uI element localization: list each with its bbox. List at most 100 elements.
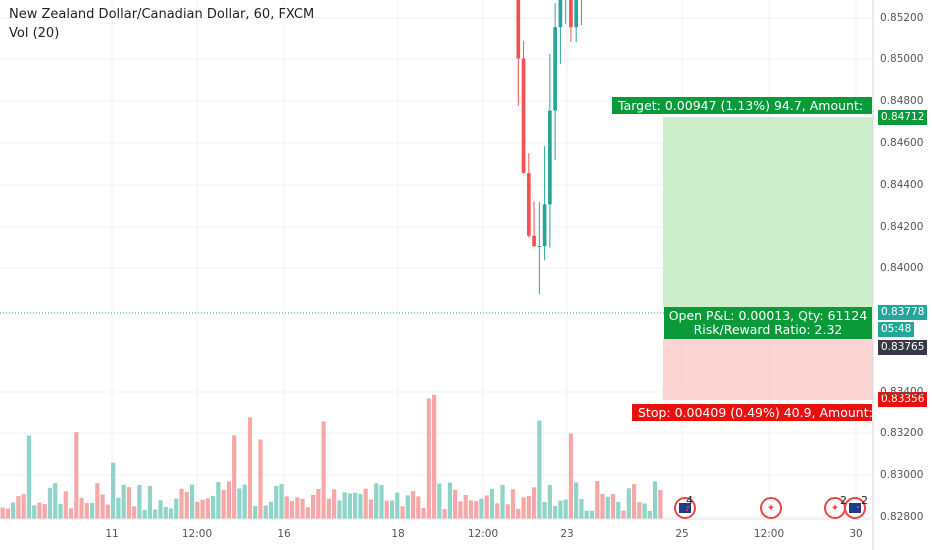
- volume-bar: [484, 495, 489, 519]
- volume-bar: [189, 484, 195, 519]
- volume-bar: [379, 485, 384, 519]
- volume-bar: [558, 500, 563, 519]
- volume-bar: [616, 501, 621, 519]
- entry-price-label: 0.83765: [878, 340, 928, 355]
- risk-reward-text: Risk/Reward Ratio: 2.32: [693, 322, 843, 337]
- price-tick: 0.83200: [880, 427, 924, 439]
- volume-bar: [374, 483, 379, 519]
- volume-bar: [589, 510, 595, 519]
- event-count-2: 2: [840, 494, 847, 507]
- volume-bar: [353, 492, 358, 519]
- price-tick: 0.84800: [880, 95, 924, 107]
- economic-event-nz-flag-icon-2[interactable]: [844, 497, 866, 519]
- volume-bar: [26, 435, 32, 519]
- stop-banner[interactable]: Stop: 0.00409 (0.49%) 40.9, Amount:: [632, 404, 872, 421]
- price-tick: 0.84200: [880, 221, 924, 233]
- volume-bar: [368, 499, 374, 519]
- volume-bar: [500, 485, 505, 519]
- volume-bar: [100, 494, 105, 519]
- volume-bar: [300, 498, 305, 519]
- volume-bar: [253, 505, 258, 519]
- volume-bar: [584, 510, 589, 519]
- open-pnl-text: Open P&L: 0.00013, Qty: 61124: [668, 308, 868, 323]
- volume-bar: [437, 483, 442, 519]
- volume-bar: [553, 505, 558, 519]
- volume-bar: [432, 394, 437, 519]
- candle-body: [532, 235, 536, 247]
- candle-body: [569, 0, 573, 28]
- volume-bar: [226, 481, 231, 519]
- volume-bar: [205, 498, 210, 519]
- candle-body: [553, 27, 557, 111]
- volume-bar: [200, 499, 205, 519]
- volume-bar: [453, 489, 458, 519]
- volume-bar: [121, 484, 126, 519]
- event-count-3: 2: [861, 494, 868, 507]
- volume-bar: [442, 509, 447, 519]
- volume-bar: [268, 501, 274, 519]
- volume-bar: [347, 493, 353, 519]
- volume-bar: [32, 505, 37, 519]
- time-tick: 25: [675, 528, 689, 540]
- candle-body: [526, 173, 531, 236]
- volume-bar: [621, 510, 626, 519]
- nz-flag-icon: [849, 503, 861, 513]
- volume-bar: [116, 497, 121, 519]
- volume-bar: [132, 506, 137, 519]
- volume-bar: [605, 496, 610, 519]
- volume-bar: [631, 484, 637, 519]
- volume-bar: [79, 497, 84, 519]
- volume-bar: [421, 508, 426, 519]
- price-tick: 0.84400: [880, 179, 924, 191]
- current-price-label: 0.83778: [878, 305, 928, 320]
- volume-indicator-label[interactable]: Vol (20): [9, 26, 60, 41]
- price-tick: 0.83400: [880, 386, 924, 398]
- volume-bar: [332, 489, 337, 519]
- volume-bar: [174, 498, 179, 519]
- volume-bar: [321, 421, 326, 519]
- stop-price-label: 0.83356: [878, 392, 928, 407]
- volume-bar: [42, 504, 47, 519]
- volume-bar: [195, 501, 200, 519]
- volume-bar: [305, 507, 310, 519]
- volume-bar: [37, 502, 42, 519]
- price-tick: 0.84600: [880, 137, 924, 149]
- volume-bar: [542, 501, 547, 519]
- volume-bar: [284, 496, 289, 519]
- volume-bar: [389, 500, 395, 519]
- candle-body: [548, 110, 552, 205]
- target-banner[interactable]: Target: 0.00947 (1.13%) 94.7, Amount:: [612, 97, 872, 114]
- open-pnl-panel[interactable]: Open P&L: 0.00013, Qty: 61124 Risk/Rewar…: [664, 307, 872, 339]
- volume-bar: [563, 499, 568, 519]
- economic-event-ca-flag-icon[interactable]: ✦: [760, 497, 782, 519]
- volume-bar: [68, 508, 74, 519]
- volume-bar: [574, 482, 579, 519]
- volume-bar: [610, 494, 616, 519]
- volume-bar: [479, 498, 484, 519]
- volume-bar: [310, 494, 316, 519]
- volume-bar: [89, 502, 95, 519]
- price-tick: 0.83000: [880, 469, 924, 481]
- economic-event-nz-flag-icon[interactable]: [674, 497, 696, 519]
- candle-body: [521, 58, 526, 174]
- volume-bar: [105, 504, 110, 519]
- candle-body: [537, 246, 542, 248]
- volume-bar: [211, 496, 216, 519]
- volume-bar: [53, 483, 58, 519]
- volume-bar: [342, 492, 347, 519]
- chart-title[interactable]: New Zealand Dollar/Canadian Dollar, 60, …: [9, 7, 315, 22]
- volume-bar: [637, 502, 642, 519]
- volume-bar: [74, 432, 79, 519]
- volume-bar: [468, 500, 474, 519]
- volume-bar: [237, 488, 242, 519]
- volume-bar: [547, 484, 552, 519]
- candle-body: [516, 0, 521, 59]
- volume-bar: [458, 501, 463, 519]
- volume-bar: [495, 503, 500, 519]
- volume-bar: [316, 489, 321, 519]
- volume-bar: [242, 484, 247, 519]
- volume-bar: [531, 487, 537, 519]
- volume-bar: [111, 462, 116, 519]
